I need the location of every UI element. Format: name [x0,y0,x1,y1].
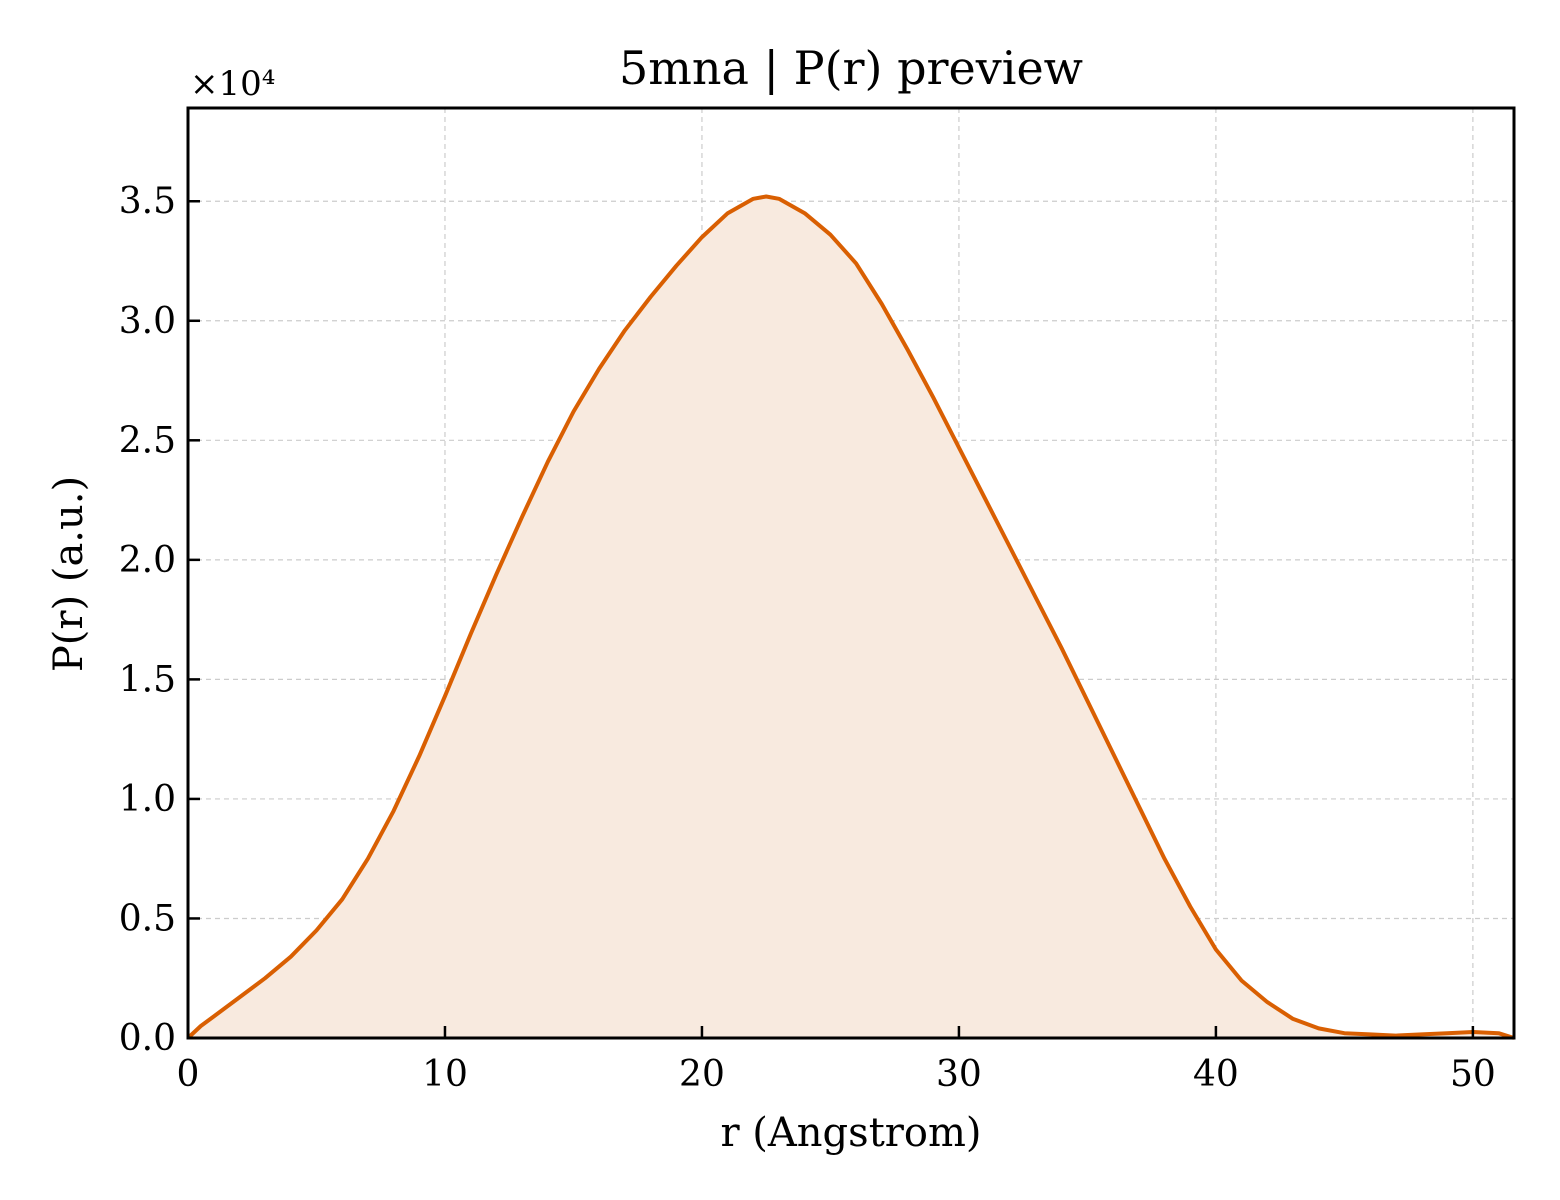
y-tick-label: 3.0 [119,301,176,342]
y-multiplier-label: ×10⁴ [190,64,275,104]
y-axis-label: P(r) (a.u.) [46,476,92,672]
x-tick-label: 0 [177,1054,200,1095]
tick-layer: 0 10 20 30 40 50 0.0 0.5 1.0 1.5 2.0 2.5 3.0 3.5 [119,181,1496,1095]
pr-area-fill [188,196,1514,1038]
plot-frame [186,106,1516,1040]
y-tick-label: 2.0 [119,540,176,581]
x-tick-label: 50 [1450,1054,1496,1095]
y-tick-label: 3.5 [119,181,176,222]
x-tick-label: 20 [679,1054,725,1095]
chart-title: 5mna | P(r) preview [619,41,1083,95]
x-tick-label: 30 [936,1054,982,1095]
y-tick-label: 1.5 [119,659,176,700]
x-axis-label: r (Angstrom) [720,1110,981,1156]
pr-series-line [186,194,1515,1040]
y-tick-label: 1.0 [119,779,176,820]
y-tick-label: 2.5 [119,420,176,461]
x-tick-label: 10 [422,1054,468,1095]
x-tick-label: 40 [1193,1054,1239,1095]
y-tick-label: 0.0 [119,1018,176,1059]
y-tick-label: 0.5 [119,898,176,939]
